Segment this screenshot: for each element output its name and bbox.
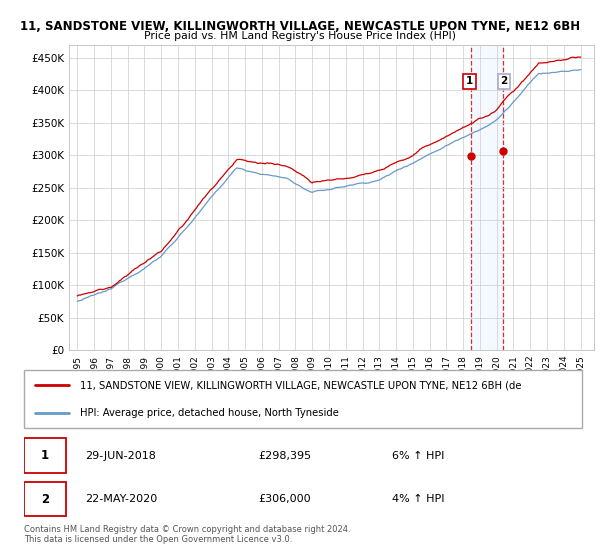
- FancyBboxPatch shape: [24, 370, 582, 428]
- Text: 1: 1: [41, 449, 49, 462]
- Bar: [472, 45, 503, 350]
- Text: 2: 2: [500, 76, 508, 86]
- FancyBboxPatch shape: [24, 438, 66, 473]
- Text: 11, SANDSTONE VIEW, KILLINGWORTH VILLAGE, NEWCASTLE UPON TYNE, NE12 6BH: 11, SANDSTONE VIEW, KILLINGWORTH VILLAGE…: [20, 20, 580, 32]
- Text: HPI: Average price, detached house, North Tyneside: HPI: Average price, detached house, Nort…: [80, 408, 338, 418]
- Text: £298,395: £298,395: [259, 451, 311, 461]
- Text: 6% ↑ HPI: 6% ↑ HPI: [392, 451, 445, 461]
- Text: 11, SANDSTONE VIEW, KILLINGWORTH VILLAGE, NEWCASTLE UPON TYNE, NE12 6BH (de: 11, SANDSTONE VIEW, KILLINGWORTH VILLAGE…: [80, 380, 521, 390]
- Text: 29-JUN-2018: 29-JUN-2018: [85, 451, 156, 461]
- Text: 22-MAY-2020: 22-MAY-2020: [85, 494, 158, 504]
- Text: 2: 2: [41, 493, 49, 506]
- Text: Contains HM Land Registry data © Crown copyright and database right 2024.
This d: Contains HM Land Registry data © Crown c…: [24, 525, 350, 544]
- Text: 1: 1: [466, 76, 473, 86]
- FancyBboxPatch shape: [24, 482, 66, 516]
- Text: Price paid vs. HM Land Registry's House Price Index (HPI): Price paid vs. HM Land Registry's House …: [144, 31, 456, 41]
- Text: £306,000: £306,000: [259, 494, 311, 504]
- Text: 4% ↑ HPI: 4% ↑ HPI: [392, 494, 445, 504]
